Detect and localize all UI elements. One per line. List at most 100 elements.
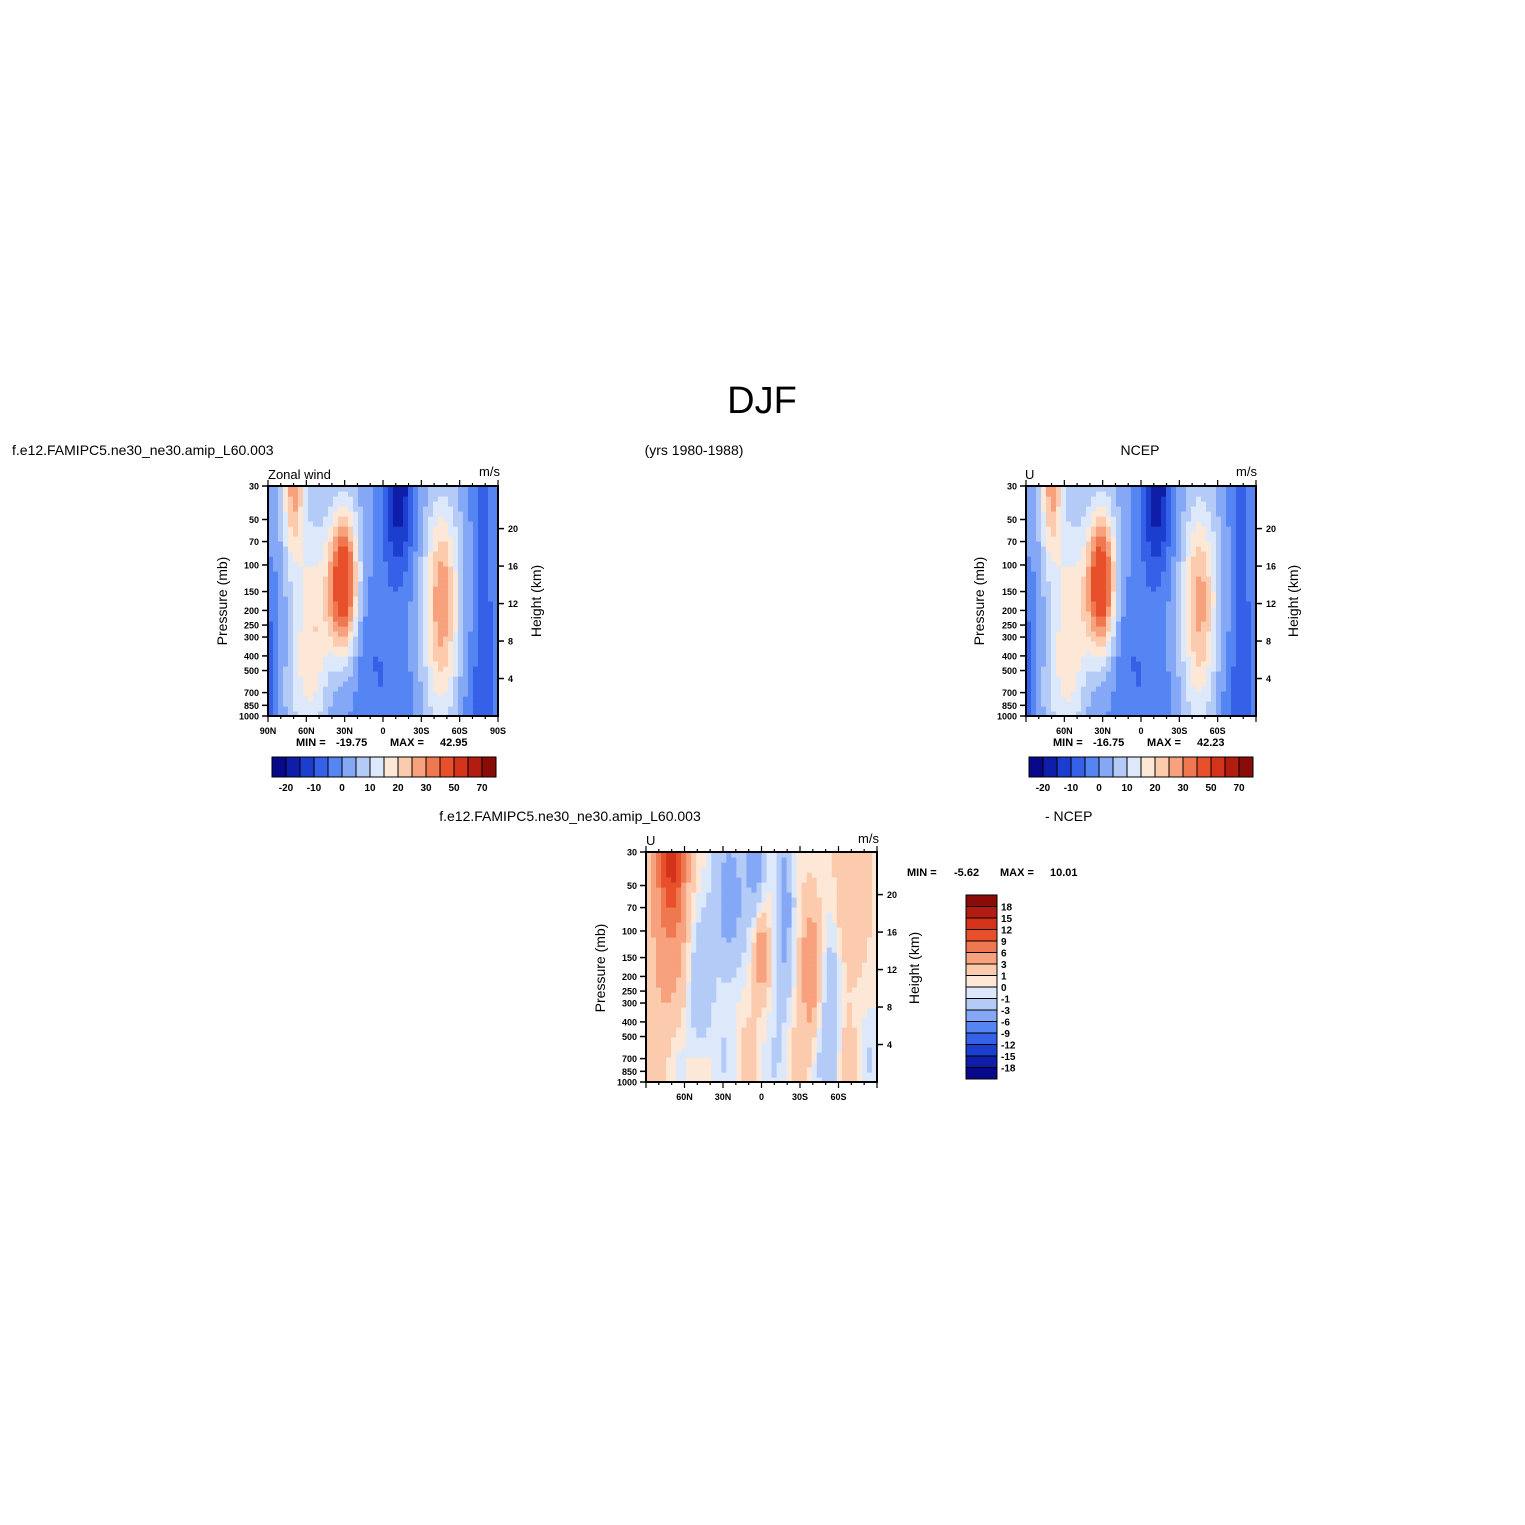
model-field-cell: [343, 526, 349, 532]
model-field-cell: [443, 521, 449, 527]
model-field-cell: [493, 646, 499, 652]
model-field-cell: [358, 686, 364, 692]
obs-field-cell: [1111, 666, 1117, 672]
model-field-cell: [423, 526, 429, 532]
model-field-cell: [388, 496, 394, 502]
model-field-cell: [343, 666, 349, 672]
model-field-cell: [473, 506, 479, 512]
diff-field-cell: [661, 1047, 667, 1053]
obs-field-cell: [1091, 616, 1097, 622]
obs-field-cell: [1126, 586, 1132, 592]
obs-field-cell: [1046, 581, 1052, 587]
model-field-cell: [473, 556, 479, 562]
model-field-cell: [488, 521, 494, 527]
obs-field-cell: [1196, 566, 1202, 572]
model-field-cell: [303, 556, 309, 562]
obs-field-cell: [1071, 571, 1077, 577]
model-field-cell: [443, 706, 449, 712]
obs-field-cell: [1086, 496, 1092, 502]
model-field-cell: [393, 511, 399, 517]
model-field-cell: [338, 611, 344, 617]
model-field-cell: [318, 536, 324, 542]
obs-field-cell: [1221, 706, 1227, 712]
model-field-cell: [403, 556, 409, 562]
diff-field-cell: [656, 962, 662, 968]
model-field-cell: [278, 621, 284, 627]
obs-panel-title: U: [1025, 467, 1034, 482]
model-field-cell: [338, 556, 344, 562]
model-field-cell: [473, 641, 479, 647]
obs-field-cell: [1026, 561, 1032, 567]
model-field-cell: [383, 521, 389, 527]
obs-field-cell: [1211, 701, 1217, 707]
obs-field-cell: [1246, 561, 1252, 567]
model-field-cell: [408, 641, 414, 647]
obs-field-cell: [1116, 601, 1122, 607]
obs-field-cell: [1231, 511, 1237, 517]
model-colorbar-label: 0: [339, 783, 345, 794]
model-field-cell: [303, 506, 309, 512]
obs-field-cell: [1026, 711, 1032, 717]
obs-field-cell: [1211, 531, 1217, 537]
obs-field-cell: [1251, 686, 1257, 692]
obs-field-cell: [1131, 706, 1137, 712]
obs-field-cell: [1046, 511, 1052, 517]
model-field-cell: [383, 646, 389, 652]
obs-field-cell: [1131, 591, 1137, 597]
model-field-cell: [403, 611, 409, 617]
model-field-cell: [278, 646, 284, 652]
diff-y-axis-label: Pressure (mb): [592, 924, 608, 1013]
obs-field-cell: [1206, 491, 1212, 497]
model-field-cell: [378, 651, 384, 657]
obs-field-cell: [1111, 546, 1117, 552]
model-field-cell: [458, 511, 464, 517]
model-field-cell: [268, 541, 274, 547]
model-field-cell: [318, 496, 324, 502]
obs-field-cell: [1106, 571, 1112, 577]
obs-field-cell: [1111, 551, 1117, 557]
obs-field-cell: [1141, 621, 1147, 627]
model-field-cell: [313, 641, 319, 647]
diff-field-cell: [686, 1017, 692, 1023]
obs-colorbar-label: -10: [1064, 783, 1079, 794]
model-field-cell: [453, 571, 459, 577]
model-field-cell: [433, 686, 439, 692]
model-field-cell: [338, 566, 344, 572]
model-field-cell: [408, 551, 414, 557]
model-field-cell: [473, 566, 479, 572]
model-field-cell: [448, 646, 454, 652]
model-field-cell: [308, 501, 314, 507]
obs-field-cell: [1221, 606, 1227, 612]
obs-field-cell: [1166, 581, 1172, 587]
model-field-cell: [483, 706, 489, 712]
obs-field-cell: [1226, 586, 1232, 592]
model-field-cell: [283, 561, 289, 567]
model-field-cell: [348, 521, 354, 527]
diff-field-cell: [671, 1007, 677, 1013]
obs-field-cell: [1066, 491, 1072, 497]
model-field-cell: [458, 541, 464, 547]
model-field-cell: [353, 581, 359, 587]
obs-field-cell: [1051, 586, 1057, 592]
model-pressure-tick-label: 300: [244, 633, 259, 643]
model-field-cell: [383, 691, 389, 697]
model-field-cell: [393, 531, 399, 537]
obs-field-cell: [1066, 606, 1072, 612]
diff-field-cell: [686, 897, 692, 903]
diff-field-cell: [656, 977, 662, 983]
obs-field-cell: [1201, 651, 1207, 657]
model-field-cell: [313, 551, 319, 557]
obs-field-cell: [1121, 526, 1127, 532]
diff-field-cell: [686, 1057, 692, 1063]
model-field-cell: [383, 491, 389, 497]
obs-field-cell: [1106, 711, 1112, 717]
model-field-cell: [418, 491, 424, 497]
obs-field-cell: [1126, 531, 1132, 537]
model-field-cell: [408, 711, 414, 717]
obs-field-cell: [1191, 671, 1197, 677]
model-field-cell: [453, 711, 459, 717]
model-field-cell: [303, 551, 309, 557]
model-field-cell: [418, 561, 424, 567]
diff-field-cell: [646, 1022, 652, 1028]
model-field-cell: [323, 556, 329, 562]
